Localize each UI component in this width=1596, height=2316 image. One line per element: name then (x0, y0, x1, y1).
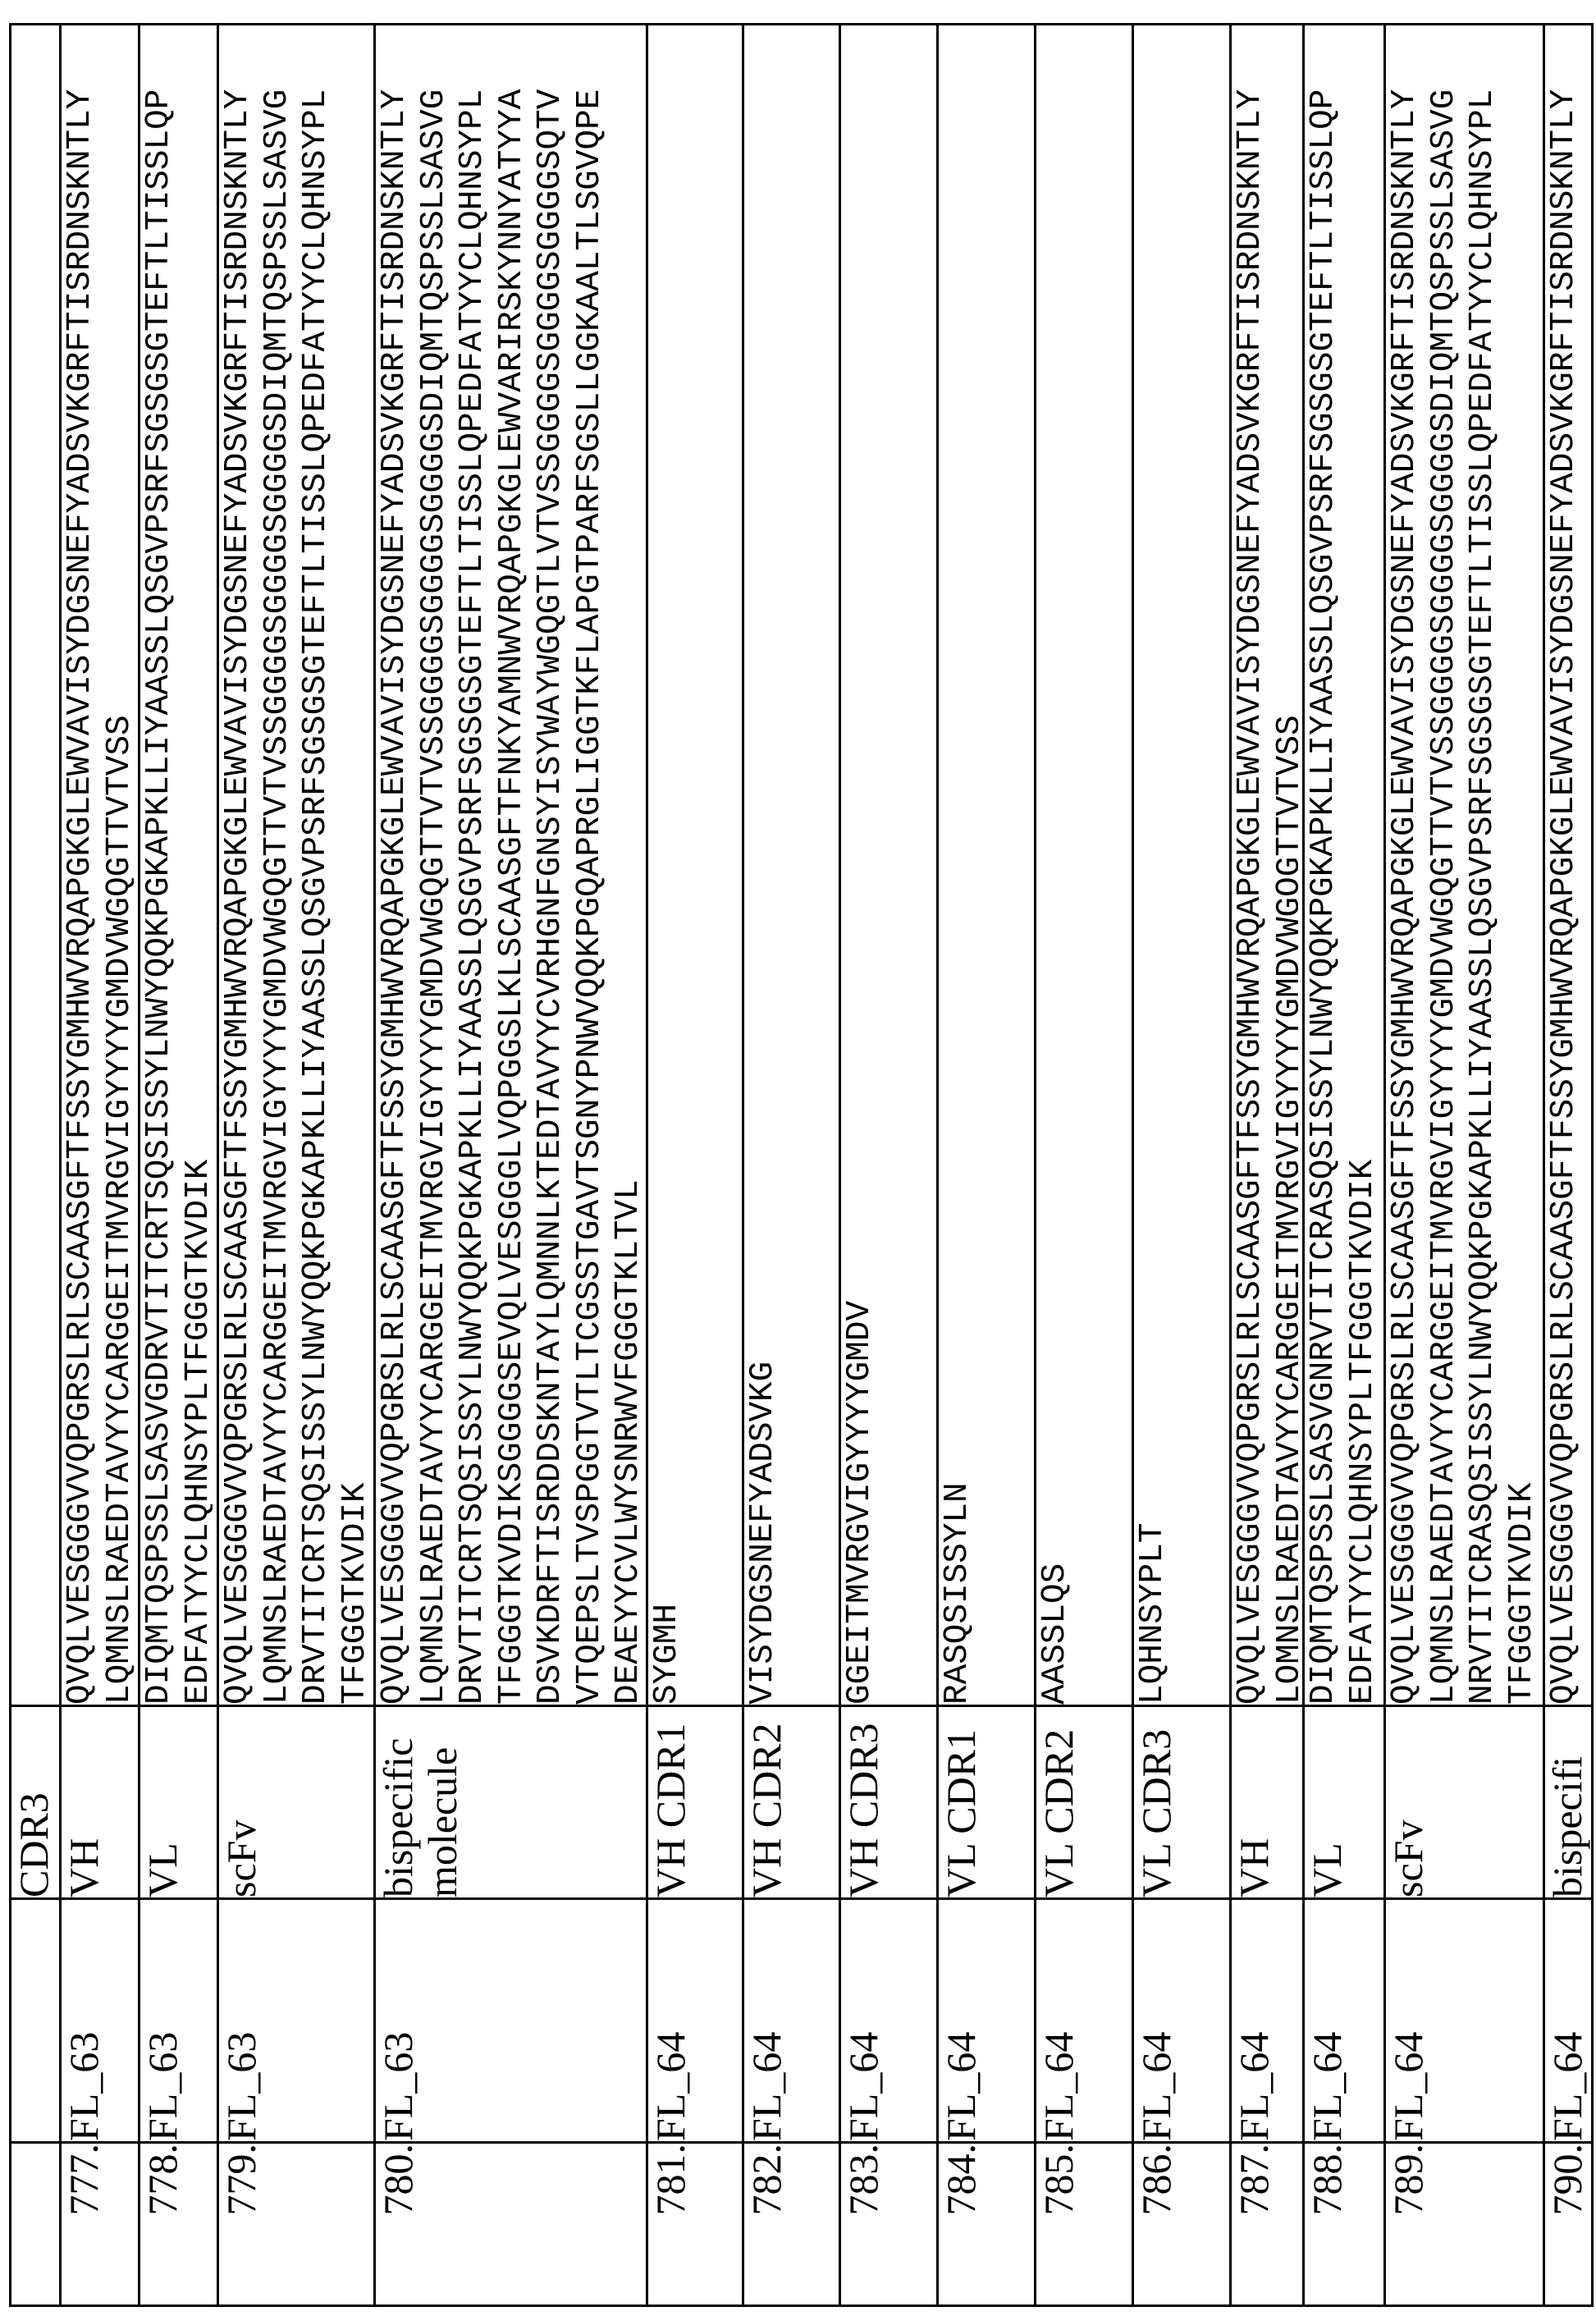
construct-id-cell: FL_63 (375, 1899, 647, 2143)
table-row: 778.FL_63VLDIQMTQSPSSLSASVGDRVTITCRTSQSI… (139, 25, 218, 2306)
table-row: 788.FL_64VLDIQMTQSPSSLSASVGNRVTITCRASQSI… (1304, 25, 1385, 2306)
table-row: 781.FL_64VH CDR1SYGMH (647, 25, 743, 2306)
sequence-cell: RASQSISSYLN (938, 25, 1036, 1706)
sequence-text: QVQLVESGGGVVQPGRSLRLSCAASGFTFSSYGMHWVRQA… (1232, 89, 1298, 1705)
sequence-text: QVQLVESGGGVVQPGRSLRLSCAASGFTFSSYGMHWVRQA… (376, 89, 642, 1705)
region-type-cell: VL (139, 1706, 218, 1899)
rotated-document-page: CDR3 777.FL_63VHQVQLVESGGGVVQPGRSLRLSCAA… (0, 0, 1596, 2316)
sequence-cell (11, 25, 61, 1706)
table-row: 786.FL_64VL CDR3LQHNSYPLT (1133, 25, 1231, 2306)
seq-number-cell: 782. (743, 2143, 840, 2306)
sequence-cell: AASSLQS (1036, 25, 1133, 1706)
construct-id-cell: FL_64 (1544, 1899, 1593, 2143)
sequence-cell: LQHNSYPLT (1133, 25, 1231, 1706)
sequence-text: DIQMTQSPSSLSASVGDRVTITCRTSQSISSYLNWYQQKP… (140, 89, 213, 1705)
sequence-text: QVQLVESGGGVVQPGRSLRLSCAASGFTFSSYGMHWVRQA… (62, 89, 134, 1705)
construct-id-cell: FL_64 (938, 1899, 1036, 2143)
region-type-cell: VL CDR1 (938, 1706, 1036, 1899)
seq-number-cell: 786. (1133, 2143, 1231, 2306)
seq-number-cell: 788. (1304, 2143, 1385, 2306)
construct-id-cell: FL_64 (1304, 1899, 1385, 2143)
table-row: 780.FL_63bispecific moleculeQVQLVESGGGVV… (375, 25, 647, 2306)
construct-id-cell: FL_63 (139, 1899, 218, 2143)
sequence-text: DIQMTQSPSSLSASVGNRVTITCRASQSISSYLNWYQQKP… (1305, 89, 1379, 1705)
sequence-cell: QVQLVESGGGVVQPGRSLRLSCAASGFTFSSYGMHWVRQA… (1385, 25, 1544, 1706)
region-type-cell: VL CDR3 (1133, 1706, 1231, 1899)
construct-id-cell: FL_64 (1231, 1899, 1304, 2143)
seq-number-cell: 783. (840, 2143, 938, 2306)
sequence-text: SYGMH (648, 89, 688, 1705)
sequence-text: RASQSISSYLN (939, 89, 978, 1705)
sequence-text: VISYDGSNEFYADSVKG (744, 89, 784, 1705)
table-row: 785.FL_64VL CDR2AASSLQS (1036, 25, 1133, 2306)
sequence-text: QVQLVESGGGVVQPGRSLRLSCAASGFTFSSYGMHWVRQA… (219, 89, 369, 1705)
sequence-cell: SYGMH (647, 25, 743, 1706)
sequence-cell: QVQLVESGGGVVQPGRSLRLSCAASGFTFSSYGMHWVRQA… (1544, 25, 1593, 1706)
table-row: 789.FL_64scFvQVQLVESGGGVVQPGRSLRLSCAASGF… (1385, 25, 1544, 2306)
sequence-text: QVQLVESGGGVVQPGRSLRLSCAASGFTFSSYGMHWVRQA… (1545, 89, 1585, 1705)
construct-id-cell: FL_64 (1385, 1899, 1544, 2143)
construct-id-cell: FL_64 (1133, 1899, 1231, 2143)
sequence-cell: DIQMTQSPSSLSASVGDRVTITCRTSQSISSYLNWYQQKP… (139, 25, 218, 1706)
table-row: 787.FL_64VHQVQLVESGGGVVQPGRSLRLSCAASGFTF… (1231, 25, 1304, 2306)
seq-number-cell: 781. (647, 2143, 743, 2306)
sequence-text: LQHNSYPLT (1134, 89, 1173, 1705)
table-row: 777.FL_63VHQVQLVESGGGVVQPGRSLRLSCAASGFTF… (61, 25, 139, 2306)
sequence-text: GGEITMVRGVIGYYYYGMDV (841, 89, 880, 1705)
seq-number-cell: 777. (61, 2143, 139, 2306)
region-type-cell: VH CDR1 (647, 1706, 743, 1899)
table-row: 784.FL_64VL CDR1RASQSISSYLN (938, 25, 1036, 2306)
sequence-cell: QVQLVESGGGVVQPGRSLRLSCAASGFTFSSYGMHWVRQA… (61, 25, 139, 1706)
region-type-cell: VH CDR2 (743, 1706, 840, 1899)
region-type-cell: CDR3 (11, 1706, 61, 1899)
seq-number-cell: 787. (1231, 2143, 1304, 2306)
table-row: 779.FL_63scFvQVQLVESGGGVVQPGRSLRLSCAASGF… (218, 25, 375, 2306)
construct-id-cell: FL_64 (647, 1899, 743, 2143)
seq-number-cell: 790. (1544, 2143, 1593, 2306)
sequence-cell: GGEITMVRGVIGYYYYGMDV (840, 25, 938, 1706)
sequence-cell: QVQLVESGGGVVQPGRSLRLSCAASGFTFSSYGMHWVRQA… (218, 25, 375, 1706)
construct-id-cell: FL_64 (840, 1899, 938, 2143)
region-type-cell: bispecifi (1544, 1706, 1593, 1899)
table-row: 790.FL_64bispecifiQVQLVESGGGVVQPGRSLRLSC… (1544, 25, 1593, 2306)
construct-id-cell (11, 1899, 61, 2143)
sequence-cell: QVQLVESGGGVVQPGRSLRLSCAASGFTFSSYGMHWVRQA… (1231, 25, 1304, 1706)
seq-number-cell: 780. (375, 2143, 647, 2306)
region-type-cell: VH CDR3 (840, 1706, 938, 1899)
region-type-cell: scFv (218, 1706, 375, 1899)
table-row-header-continuation: CDR3 (11, 25, 61, 2306)
seq-number-cell (11, 2143, 61, 2306)
seq-number-cell: 789. (1385, 2143, 1544, 2306)
seq-number-cell: 785. (1036, 2143, 1133, 2306)
seq-number-cell: 779. (218, 2143, 375, 2306)
region-type-cell: bispecific molecule (375, 1706, 647, 1899)
sequence-text: AASSLQS (1036, 89, 1076, 1705)
construct-id-cell: FL_64 (1036, 1899, 1133, 2143)
region-type-cell: scFv (1385, 1706, 1544, 1899)
sequence-cell: DIQMTQSPSSLSASVGNRVTITCRASQSISSYLNWYQQKP… (1304, 25, 1385, 1706)
sequence-cell: VISYDGSNEFYADSVKG (743, 25, 840, 1706)
region-type-cell: VH (1231, 1706, 1304, 1899)
region-type-cell: VL CDR2 (1036, 1706, 1133, 1899)
construct-id-cell: FL_63 (61, 1899, 139, 2143)
construct-id-cell: FL_63 (218, 1899, 375, 2143)
region-type-cell: VL (1304, 1706, 1385, 1899)
sequence-table: CDR3 777.FL_63VHQVQLVESGGGVVQPGRSLRLSCAA… (9, 23, 1594, 2307)
sequence-cell: QVQLVESGGGVVQPGRSLRLSCAASGFTFSSYGMHWVRQA… (375, 25, 647, 1706)
seq-number-cell: 784. (938, 2143, 1036, 2306)
region-type-cell: VH (61, 1706, 139, 1899)
table-row: 782.FL_64VH CDR2VISYDGSNEFYADSVKG (743, 25, 840, 2306)
seq-number-cell: 778. (139, 2143, 218, 2306)
sequence-text: QVQLVESGGGVVQPGRSLRLSCAASGFTFSSYGMHWVRQA… (1386, 89, 1539, 1705)
construct-id-cell: FL_64 (743, 1899, 840, 2143)
table-row: 783.FL_64VH CDR3GGEITMVRGVIGYYYYGMDV (840, 25, 938, 2306)
